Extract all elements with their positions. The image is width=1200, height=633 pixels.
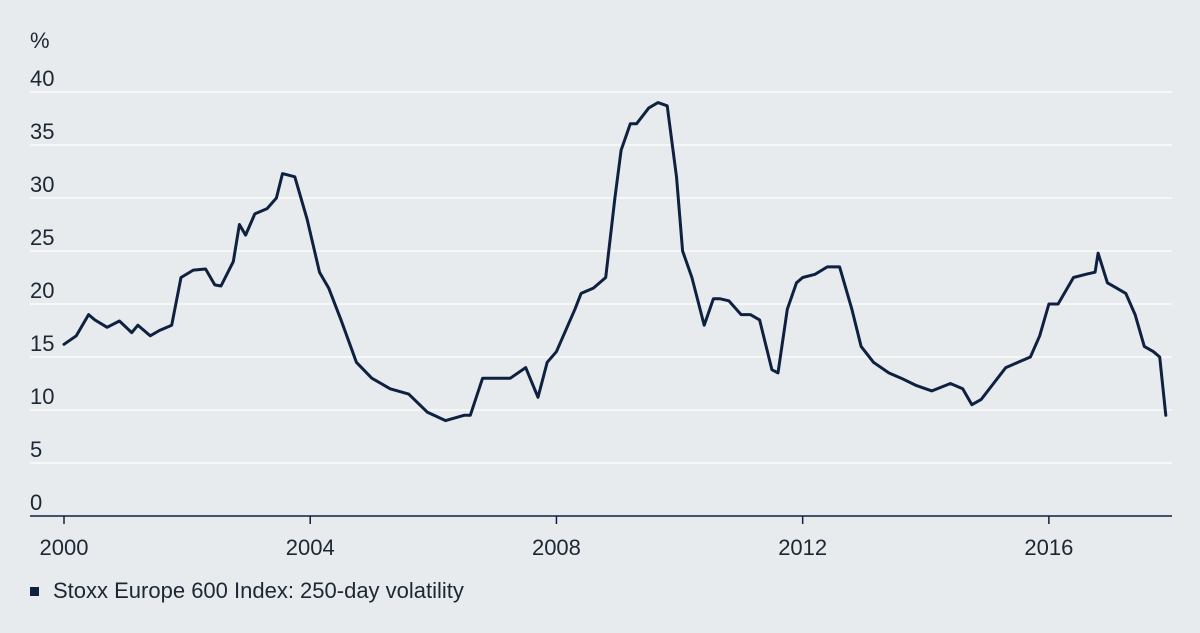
y-tick-label: 20 <box>30 278 54 303</box>
y-tick-label: 10 <box>30 384 54 409</box>
series-layer <box>62 101 1168 423</box>
y-tick-label: 30 <box>30 172 54 197</box>
series-line <box>62 101 1168 423</box>
x-tick-label: 2016 <box>1024 535 1073 560</box>
y-tick-label: 35 <box>30 119 54 144</box>
x-tick-label: 2012 <box>778 535 827 560</box>
legend-label: Stoxx Europe 600 Index: 250-day volatili… <box>53 578 464 603</box>
x-tick-label: 2008 <box>532 535 581 560</box>
x-tick-label: 2000 <box>40 535 89 560</box>
x-axis: 2000 2004 2008 2012 2016 <box>40 516 1073 560</box>
gridlines <box>30 91 1172 517</box>
legend-swatch <box>30 586 39 596</box>
x-tick-label: 2004 <box>286 535 335 560</box>
y-tick-label: 40 <box>30 66 54 91</box>
y-tick-label: 15 <box>30 331 54 356</box>
y-tick-label: 0 <box>30 490 42 515</box>
y-tick-label: 5 <box>30 437 42 462</box>
y-unit-label: % <box>30 28 50 53</box>
y-tick-label: 25 <box>30 225 54 250</box>
y-axis: 0 5 10 15 20 25 30 35 40 <box>30 66 54 515</box>
legend: Stoxx Europe 600 Index: 250-day volatili… <box>30 578 464 604</box>
